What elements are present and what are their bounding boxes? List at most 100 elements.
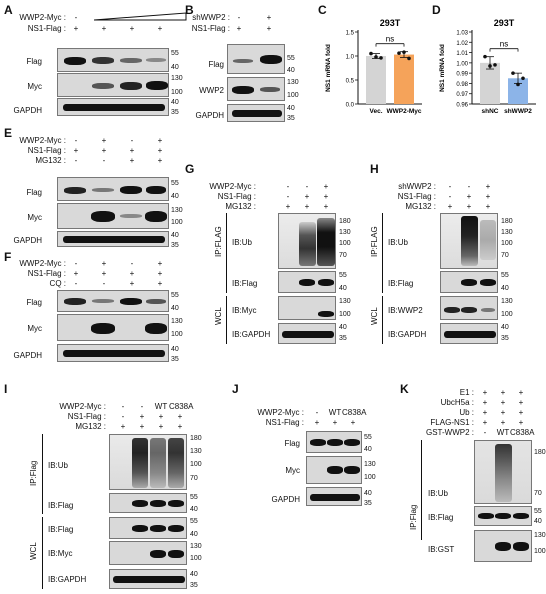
- y-tick-label: 1.01: [456, 51, 468, 57]
- blot-gapdh: [57, 98, 169, 116]
- lane-sign: -: [305, 182, 309, 191]
- mw-marker: 40: [171, 99, 179, 106]
- lane-sign: +: [304, 202, 310, 211]
- row-label: UbcH5a :: [440, 398, 474, 407]
- lane-sign: +: [500, 418, 506, 427]
- lane-sign: +: [323, 192, 329, 201]
- mw-marker: 55: [534, 508, 542, 515]
- blot-label: GAPDH: [13, 351, 42, 360]
- y-tick-label: 1.00: [456, 61, 468, 67]
- row-label: WWP2-Myc :: [59, 402, 106, 411]
- lane-sign: -: [286, 182, 290, 191]
- lane-sign: +: [500, 408, 506, 417]
- mw-marker: 130: [339, 298, 351, 305]
- chart-title: 293T: [494, 18, 515, 28]
- mw-marker: 40: [287, 105, 295, 112]
- data-point: [493, 63, 497, 67]
- lane-sign: -: [140, 402, 144, 411]
- mw-marker: 40: [364, 446, 372, 453]
- group-bracket: [421, 440, 422, 540]
- mw-marker: 70: [534, 490, 542, 497]
- mw-marker: 40: [171, 346, 179, 353]
- mw-marker: 100: [287, 92, 299, 99]
- blot-label: IB:GST: [428, 545, 455, 554]
- lane-sign: +: [73, 24, 79, 33]
- lane-sign: -: [467, 182, 471, 191]
- y-tick-label: 0.98: [456, 82, 468, 88]
- group-bracket: [42, 517, 43, 589]
- bar: [394, 54, 414, 104]
- mw-marker: 55: [364, 434, 372, 441]
- bar-chart-c: 293T 0.0 0.5 1.0 1.5 NS1 mRNA fold Vec. WWP2-My…: [325, 18, 422, 115]
- mw-marker: 130: [171, 75, 183, 82]
- blot-gapdh: [278, 323, 336, 344]
- bar: [366, 56, 386, 104]
- blot-label: IB:Flag: [428, 513, 454, 522]
- blot-ub: [278, 213, 336, 269]
- mw-marker: 180: [190, 435, 202, 442]
- blot-ub: [474, 440, 532, 504]
- blot-ip-flag: [109, 493, 187, 513]
- mw-marker: 100: [364, 474, 376, 481]
- blot-label: IB:Flag: [48, 501, 74, 510]
- mw-marker: 55: [171, 292, 179, 299]
- x-tick-label: Vec.: [369, 108, 382, 115]
- lane-sign: -: [286, 192, 290, 201]
- mw-marker: 40: [171, 64, 179, 71]
- blot-label: GAPDH: [271, 495, 300, 504]
- blot-myc: [278, 296, 336, 320]
- lane-sign: +: [304, 192, 310, 201]
- row-label: E1 :: [459, 388, 474, 397]
- lane-sign: +: [157, 146, 163, 155]
- mw-marker: 130: [501, 229, 513, 236]
- lane-sign: +: [158, 422, 164, 431]
- blot-label: IB:Ub: [232, 238, 253, 247]
- blot-gst: [474, 530, 532, 562]
- lane-sign: +: [482, 418, 488, 427]
- blot-label: IB:Ub: [388, 238, 409, 247]
- lane-sign: +: [314, 418, 320, 427]
- x-tick-label: WWP2-Myc: [386, 108, 421, 115]
- lane-sign: -: [74, 13, 78, 22]
- mw-marker: 40: [501, 285, 509, 292]
- mw-marker: 130: [171, 318, 183, 325]
- group-bracket: [382, 213, 383, 293]
- lane-sign: +: [177, 412, 183, 421]
- panel-letter-j: J: [232, 382, 239, 396]
- lane-sign: +: [482, 388, 488, 397]
- lane-sign: +: [73, 269, 79, 278]
- lane-sign: -: [121, 412, 125, 421]
- lane-sign: +: [157, 24, 163, 33]
- panel-letter-g: G: [185, 162, 195, 176]
- mw-marker: 130: [171, 207, 183, 214]
- row-label: MG132 :: [225, 202, 256, 211]
- mw-marker: 100: [171, 89, 183, 96]
- mw-marker: 40: [364, 490, 372, 497]
- blot-label: IB:Myc: [48, 549, 73, 558]
- lane-sign: +: [485, 192, 491, 201]
- lane-sign: -: [448, 182, 452, 191]
- lane-sign: -: [102, 156, 106, 165]
- row-label: GST-WWP2 :: [426, 428, 474, 437]
- blot-gapdh: [227, 104, 285, 122]
- row-label: Ub :: [459, 408, 474, 417]
- row-label: WWP2-Myc :: [19, 136, 66, 145]
- lane-sign: C838A: [169, 402, 194, 411]
- blot-wwp2: [440, 296, 498, 320]
- mw-marker: 130: [364, 461, 376, 468]
- row-label: FLAG-NS1 :: [430, 418, 474, 427]
- x-tick-label: shWWP2: [504, 108, 532, 115]
- group-label-ip: IP:Flag: [29, 460, 38, 486]
- mw-marker: 55: [190, 494, 198, 501]
- row-label: NS1-Flag :: [265, 418, 304, 427]
- row-label: MG132 :: [405, 202, 436, 211]
- lane-sign: +: [120, 422, 126, 431]
- lane-sign: +: [101, 259, 107, 268]
- blot-label: GAPDH: [195, 111, 224, 120]
- panel-letter-a: A: [4, 3, 13, 17]
- lane-sign: +: [101, 146, 107, 155]
- blot-label: GAPDH: [13, 236, 42, 245]
- lane-sign: +: [518, 418, 524, 427]
- lane-sign: +: [177, 422, 183, 431]
- lane-sign: +: [157, 269, 163, 278]
